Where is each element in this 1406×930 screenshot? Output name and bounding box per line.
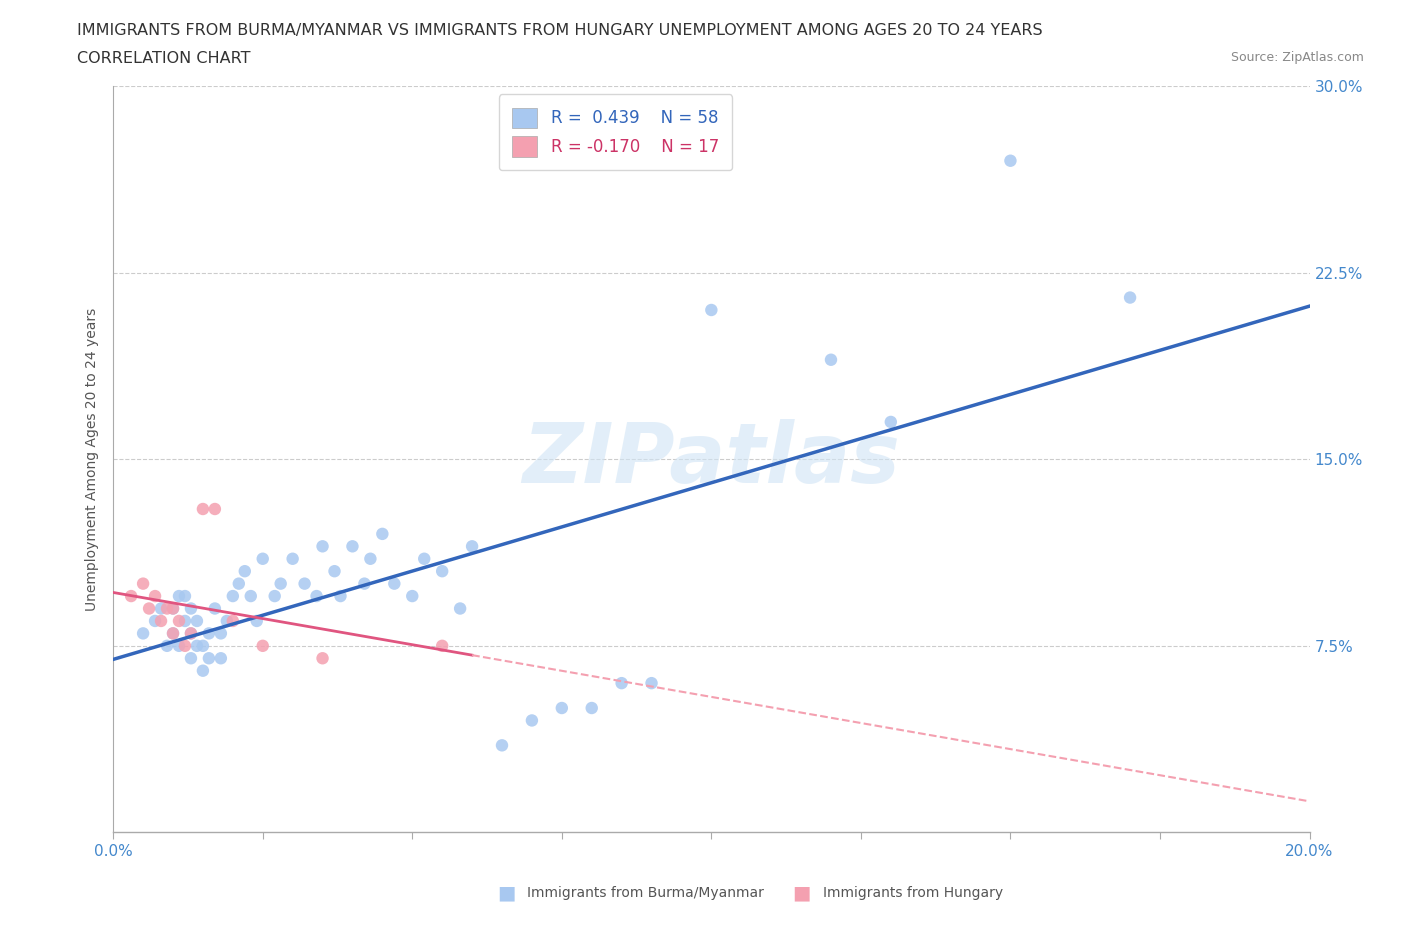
Text: CORRELATION CHART: CORRELATION CHART <box>77 51 250 66</box>
Point <box>880 415 903 430</box>
Point <box>132 626 155 641</box>
Point <box>167 589 190 604</box>
Point <box>491 737 513 752</box>
Point <box>162 626 184 641</box>
Text: ■: ■ <box>792 884 811 902</box>
Point <box>1119 290 1142 305</box>
Point <box>204 601 226 616</box>
Point <box>270 577 292 591</box>
Point <box>191 638 214 653</box>
Point <box>186 638 208 653</box>
Point <box>222 614 245 629</box>
Point <box>640 676 662 691</box>
Point <box>281 551 304 566</box>
Point <box>143 614 166 629</box>
Point <box>150 601 173 616</box>
Point <box>138 601 160 616</box>
Point <box>186 614 208 629</box>
Point <box>198 626 221 641</box>
Point <box>132 577 155 591</box>
Point <box>520 713 543 728</box>
Point <box>263 589 285 604</box>
Point <box>180 601 202 616</box>
Point <box>329 589 352 604</box>
Text: ZIPatlas: ZIPatlas <box>523 418 900 499</box>
Point <box>610 676 633 691</box>
Point <box>323 564 346 578</box>
Text: ■: ■ <box>496 884 516 902</box>
Point <box>209 651 232 666</box>
Text: Source: ZipAtlas.com: Source: ZipAtlas.com <box>1230 51 1364 64</box>
Point <box>209 626 232 641</box>
Point <box>353 577 375 591</box>
Point <box>204 501 226 516</box>
Point <box>180 651 202 666</box>
Point <box>198 651 221 666</box>
Point <box>246 614 269 629</box>
Point <box>401 589 423 604</box>
Point <box>120 589 142 604</box>
Point <box>311 538 333 553</box>
Point <box>174 638 197 653</box>
Point <box>191 501 214 516</box>
Text: IMMIGRANTS FROM BURMA/MYANMAR VS IMMIGRANTS FROM HUNGARY UNEMPLOYMENT AMONG AGES: IMMIGRANTS FROM BURMA/MYANMAR VS IMMIGRA… <box>77 23 1043 38</box>
Point <box>581 700 603 715</box>
Point <box>167 614 190 629</box>
Point <box>174 614 197 629</box>
Point <box>820 352 842 367</box>
Point <box>174 589 197 604</box>
Point <box>215 614 238 629</box>
Point <box>342 538 364 553</box>
Point <box>551 700 574 715</box>
Point <box>156 601 179 616</box>
Text: Immigrants from Hungary: Immigrants from Hungary <box>823 885 1002 900</box>
Point <box>162 601 184 616</box>
Legend: R =  0.439    N = 58, R = -0.170    N = 17: R = 0.439 N = 58, R = -0.170 N = 17 <box>499 95 733 170</box>
Point <box>222 589 245 604</box>
Point <box>150 614 173 629</box>
Point <box>180 626 202 641</box>
Text: Immigrants from Burma/Myanmar: Immigrants from Burma/Myanmar <box>527 885 763 900</box>
Point <box>1000 153 1022 168</box>
Point <box>413 551 436 566</box>
Point <box>162 626 184 641</box>
Point <box>252 638 274 653</box>
Point <box>305 589 328 604</box>
Point <box>191 663 214 678</box>
Point <box>294 577 316 591</box>
Point <box>156 638 179 653</box>
Point <box>252 551 274 566</box>
Point <box>143 589 166 604</box>
Point <box>371 526 394 541</box>
Point <box>233 564 256 578</box>
Point <box>461 538 484 553</box>
Point <box>311 651 333 666</box>
Point <box>382 577 405 591</box>
Point <box>449 601 471 616</box>
Y-axis label: Unemployment Among Ages 20 to 24 years: Unemployment Among Ages 20 to 24 years <box>86 308 100 611</box>
Point <box>167 638 190 653</box>
Point <box>180 626 202 641</box>
Point <box>359 551 381 566</box>
Point <box>700 302 723 317</box>
Point <box>162 601 184 616</box>
Point <box>239 589 262 604</box>
Point <box>430 638 453 653</box>
Point <box>430 564 453 578</box>
Point <box>228 577 250 591</box>
